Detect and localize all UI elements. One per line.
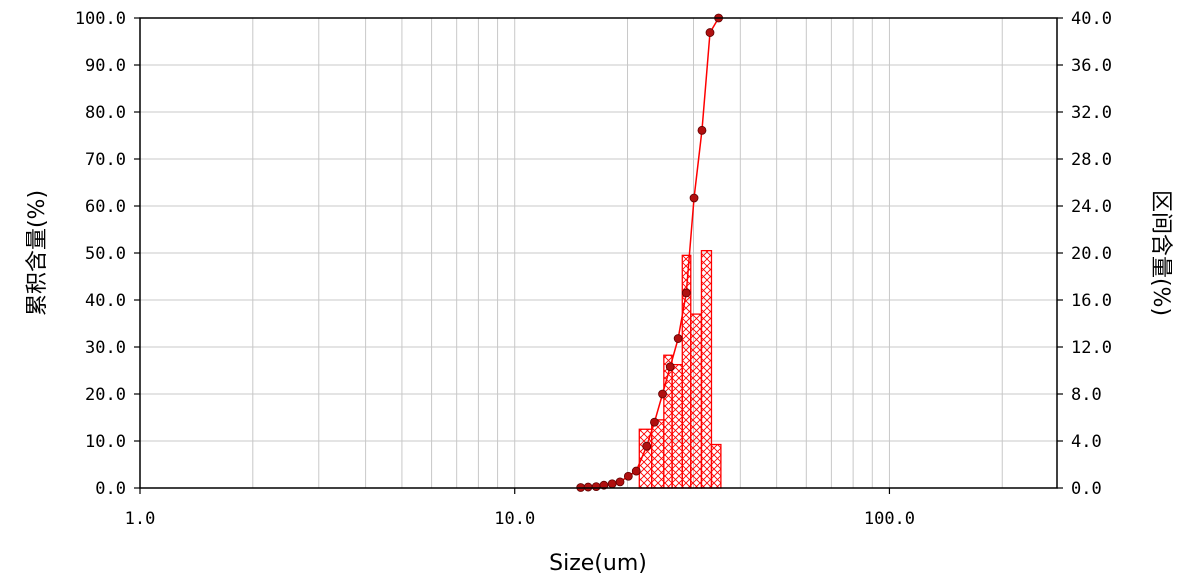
- left-tick-label: 90.0: [85, 56, 126, 76]
- cumulative-curve: [576, 13, 723, 492]
- cumulative-point: [673, 334, 683, 343]
- left-tick-label: 80.0: [85, 103, 126, 123]
- cumulative-point: [583, 482, 593, 492]
- right-axis-ticks: 0.0 4.0 8.0 12.0 16.0 20.0 24.0 28.0 32.0 36.0 40.…: [1057, 9, 1112, 499]
- histogram-bar: [651, 419, 665, 489]
- y-axis-title-left: 累积含量(%): [25, 190, 50, 316]
- cumulative-point: [697, 125, 707, 135]
- x-tick-label: 1.0: [125, 509, 156, 529]
- y-axis-title-right: 区间含量(%): [1148, 190, 1173, 316]
- right-tick-label: 40.0: [1071, 9, 1112, 29]
- left-tick-label: 30.0: [85, 338, 126, 358]
- left-tick-label: 50.0: [85, 244, 126, 264]
- histogram-bar: [700, 249, 713, 489]
- right-tick-label: 8.0: [1071, 385, 1102, 405]
- cumulative-point: [681, 288, 691, 298]
- cumulative-point: [689, 193, 699, 203]
- right-tick-label: 36.0: [1071, 56, 1112, 76]
- cumulative-point: [631, 466, 641, 476]
- right-tick-label: 0.0: [1071, 479, 1102, 499]
- cumulative-point: [599, 480, 609, 490]
- right-tick-label: 20.0: [1071, 244, 1112, 264]
- cumulative-point: [615, 477, 625, 487]
- histogram-bar: [690, 313, 703, 489]
- right-tick-label: 4.0: [1071, 432, 1102, 452]
- left-axis-ticks: 0.0 10.0 20.0 30.0 40.0 50.0 60.0 70.0 80.0 90.0 1…: [75, 9, 140, 499]
- cumulative-point: [658, 389, 667, 399]
- left-tick-label: 10.0: [85, 432, 126, 452]
- cumulative-point: [591, 482, 601, 491]
- x-axis-ticks: 1.0 10.0 100.0: [125, 488, 915, 529]
- left-tick-label: 40.0: [85, 291, 126, 311]
- cumulative-point: [642, 441, 652, 451]
- right-tick-label: 12.0: [1071, 338, 1112, 358]
- x-axis-title: Size(um): [549, 551, 647, 576]
- left-tick-label: 100.0: [75, 9, 126, 29]
- cumulative-point: [623, 471, 633, 481]
- cumulative-point: [650, 417, 659, 427]
- cumulative-point: [607, 479, 617, 489]
- right-tick-label: 32.0: [1071, 103, 1112, 123]
- cumulative-point: [665, 362, 675, 372]
- histogram-bar: [710, 443, 722, 489]
- right-tick-label: 16.0: [1071, 291, 1112, 311]
- right-tick-label: 24.0: [1071, 197, 1112, 217]
- histogram-bar: [671, 363, 683, 489]
- x-tick-label: 100.0: [864, 509, 915, 529]
- left-tick-label: 20.0: [85, 385, 126, 405]
- left-tick-label: 60.0: [85, 197, 126, 217]
- cumulative-point: [705, 28, 715, 37]
- left-tick-label: 0.0: [95, 479, 126, 499]
- histogram-bars: [638, 249, 722, 489]
- left-tick-label: 70.0: [85, 150, 126, 170]
- right-tick-label: 28.0: [1071, 150, 1112, 170]
- x-tick-label: 10.0: [494, 509, 535, 529]
